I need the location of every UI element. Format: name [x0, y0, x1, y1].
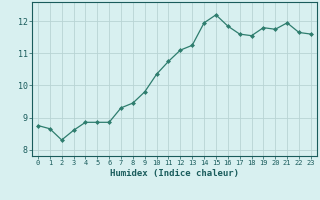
X-axis label: Humidex (Indice chaleur): Humidex (Indice chaleur) [110, 169, 239, 178]
